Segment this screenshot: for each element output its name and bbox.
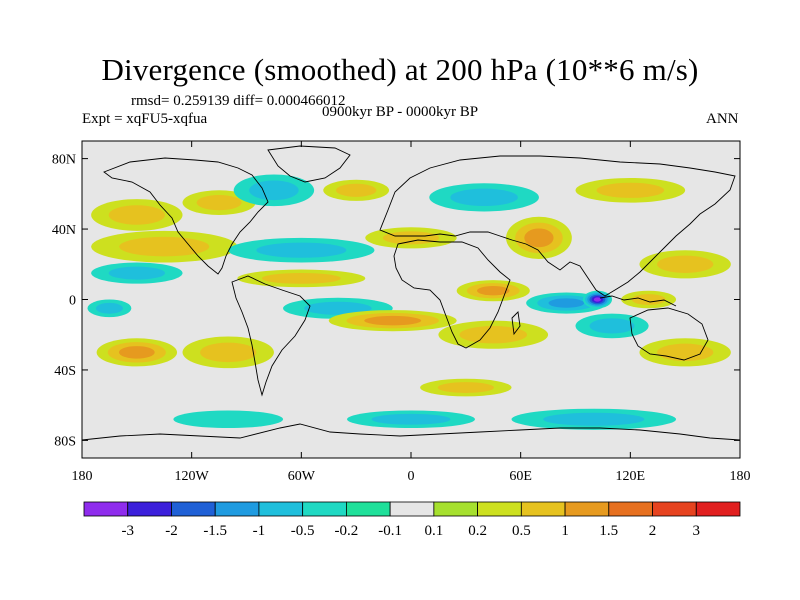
field-contour-12-2: [477, 285, 510, 296]
plot-title: Divergence (smoothed) at 200 hPa (10**6 …: [101, 52, 699, 87]
season-label: ANN: [706, 111, 739, 127]
period-label: 0900kyr BP - 0000kyr BP: [322, 104, 479, 120]
x-tick-label: 180: [730, 469, 751, 484]
field-contour-21-1: [657, 343, 714, 362]
greenland-coast: [267, 145, 351, 183]
colorbar-swatch-14: [695, 501, 741, 517]
field-contour-10-1: [382, 231, 440, 245]
field-contour-8-1: [256, 242, 347, 258]
colorbar-swatch-3: [214, 501, 260, 517]
x-tick-label: 60E: [509, 469, 532, 484]
colorbar-swatch-2: [171, 501, 216, 517]
field-contour-9-1: [261, 272, 341, 284]
colorbar-swatch-1: [127, 501, 172, 517]
colorbar-label: -0.1: [378, 523, 402, 539]
field-contour-13-2: [548, 298, 585, 308]
x-tick-label: 0: [408, 469, 415, 484]
experiment-label: Expt = xqFU5-xqfua: [82, 111, 208, 127]
colorbar-swatch-4: [258, 501, 304, 517]
field-contour-26-1: [371, 413, 451, 425]
y-tick-label: 80N: [52, 153, 76, 168]
field-contour-14-5: [593, 297, 601, 302]
colorbar-label: 0.2: [468, 523, 487, 539]
colorbar-label: 1.5: [599, 523, 618, 539]
colorbar-label: 1: [561, 523, 569, 539]
colorbar-swatch-0: [83, 501, 129, 517]
colorbar-label: -2: [165, 523, 178, 539]
antarctica-coast: [82, 423, 740, 441]
colorbar-label: 2: [649, 523, 657, 539]
field-contour-19-1: [459, 326, 527, 344]
australia-coast: [629, 307, 709, 361]
field-contour-25-1: [437, 382, 494, 393]
field-contour-17-1: [304, 301, 372, 315]
field-contour-18-2: [364, 315, 422, 326]
field-contour-3-1: [450, 188, 518, 207]
field-contour-16-1: [631, 294, 666, 305]
y-tick-label: 80S: [54, 434, 76, 449]
field-contour-27-1: [543, 412, 645, 426]
colorbar-label: 0.1: [424, 523, 443, 539]
colorbar-swatch-9: [477, 501, 522, 517]
field-contour-15-1: [657, 255, 714, 273]
field-contour-11-2: [524, 228, 554, 248]
colorbar-swatch-12: [608, 501, 653, 517]
field-contour-24-1: [95, 302, 123, 314]
colorbar-label: -3: [121, 523, 134, 539]
x-tick-label: 180: [72, 469, 93, 484]
colorbar-swatch-11: [564, 501, 610, 517]
field-contour-6-1: [119, 236, 210, 257]
colorbar-label: -0.2: [335, 523, 359, 539]
africa-coast: [393, 239, 511, 349]
field-contour-7-1: [108, 266, 165, 280]
field-contour-4-1: [596, 182, 665, 198]
indonesia-coast: [599, 295, 677, 307]
colorbar-label: 3: [693, 523, 701, 539]
colorbar-swatch-10: [520, 501, 566, 517]
colorbar-swatch-7: [389, 501, 435, 517]
south-america-coast: [231, 275, 311, 397]
y-tick-label: 40S: [54, 364, 76, 379]
coastlines: [82, 145, 740, 441]
divergence-field: [87, 174, 731, 430]
colorbar-label: -1: [253, 523, 266, 539]
colorbar-swatch-8: [433, 501, 479, 517]
colorbar-label: 0.5: [512, 523, 531, 539]
colorbar-label: -0.5: [291, 523, 315, 539]
y-tick-label: 0: [69, 294, 76, 309]
colorbar-swatch-13: [652, 501, 697, 517]
colorbar-swatch-6: [345, 501, 391, 517]
colorbar-swatch-5: [302, 501, 347, 517]
axis-ticks: 80N 40N 0 40S 80S 180 120W 60W 0 60E 120E 180: [52, 141, 751, 484]
rmsd-diff-stats: rmsd= 0.259139 diff= 0.000466012: [131, 93, 346, 109]
field-contour-28-0: [173, 410, 284, 429]
field-contour-22-2: [118, 346, 155, 359]
madagascar-coast: [511, 311, 521, 336]
colorbar-label: -1.5: [203, 523, 227, 539]
y-tick-label: 40N: [52, 223, 76, 238]
field-contour-23-1: [200, 342, 257, 363]
field-contour-5-1: [108, 205, 165, 225]
field-contour-20-1: [589, 318, 635, 334]
north-america-coast: [103, 157, 269, 275]
colorbar: -3 -2 -1.5 -1 -0.5 -0.2 -0.1 0.1 0.2 0.5 1 1.5 2 3: [83, 501, 741, 539]
europe-asia-coast: [379, 155, 736, 297]
x-tick-label: 120E: [616, 469, 646, 484]
x-tick-label: 120W: [175, 469, 210, 484]
field-contour-2-1: [335, 183, 377, 197]
field-contour-0-1: [196, 195, 242, 211]
x-tick-label: 60W: [288, 469, 316, 484]
field-contour-1-1: [249, 180, 299, 201]
